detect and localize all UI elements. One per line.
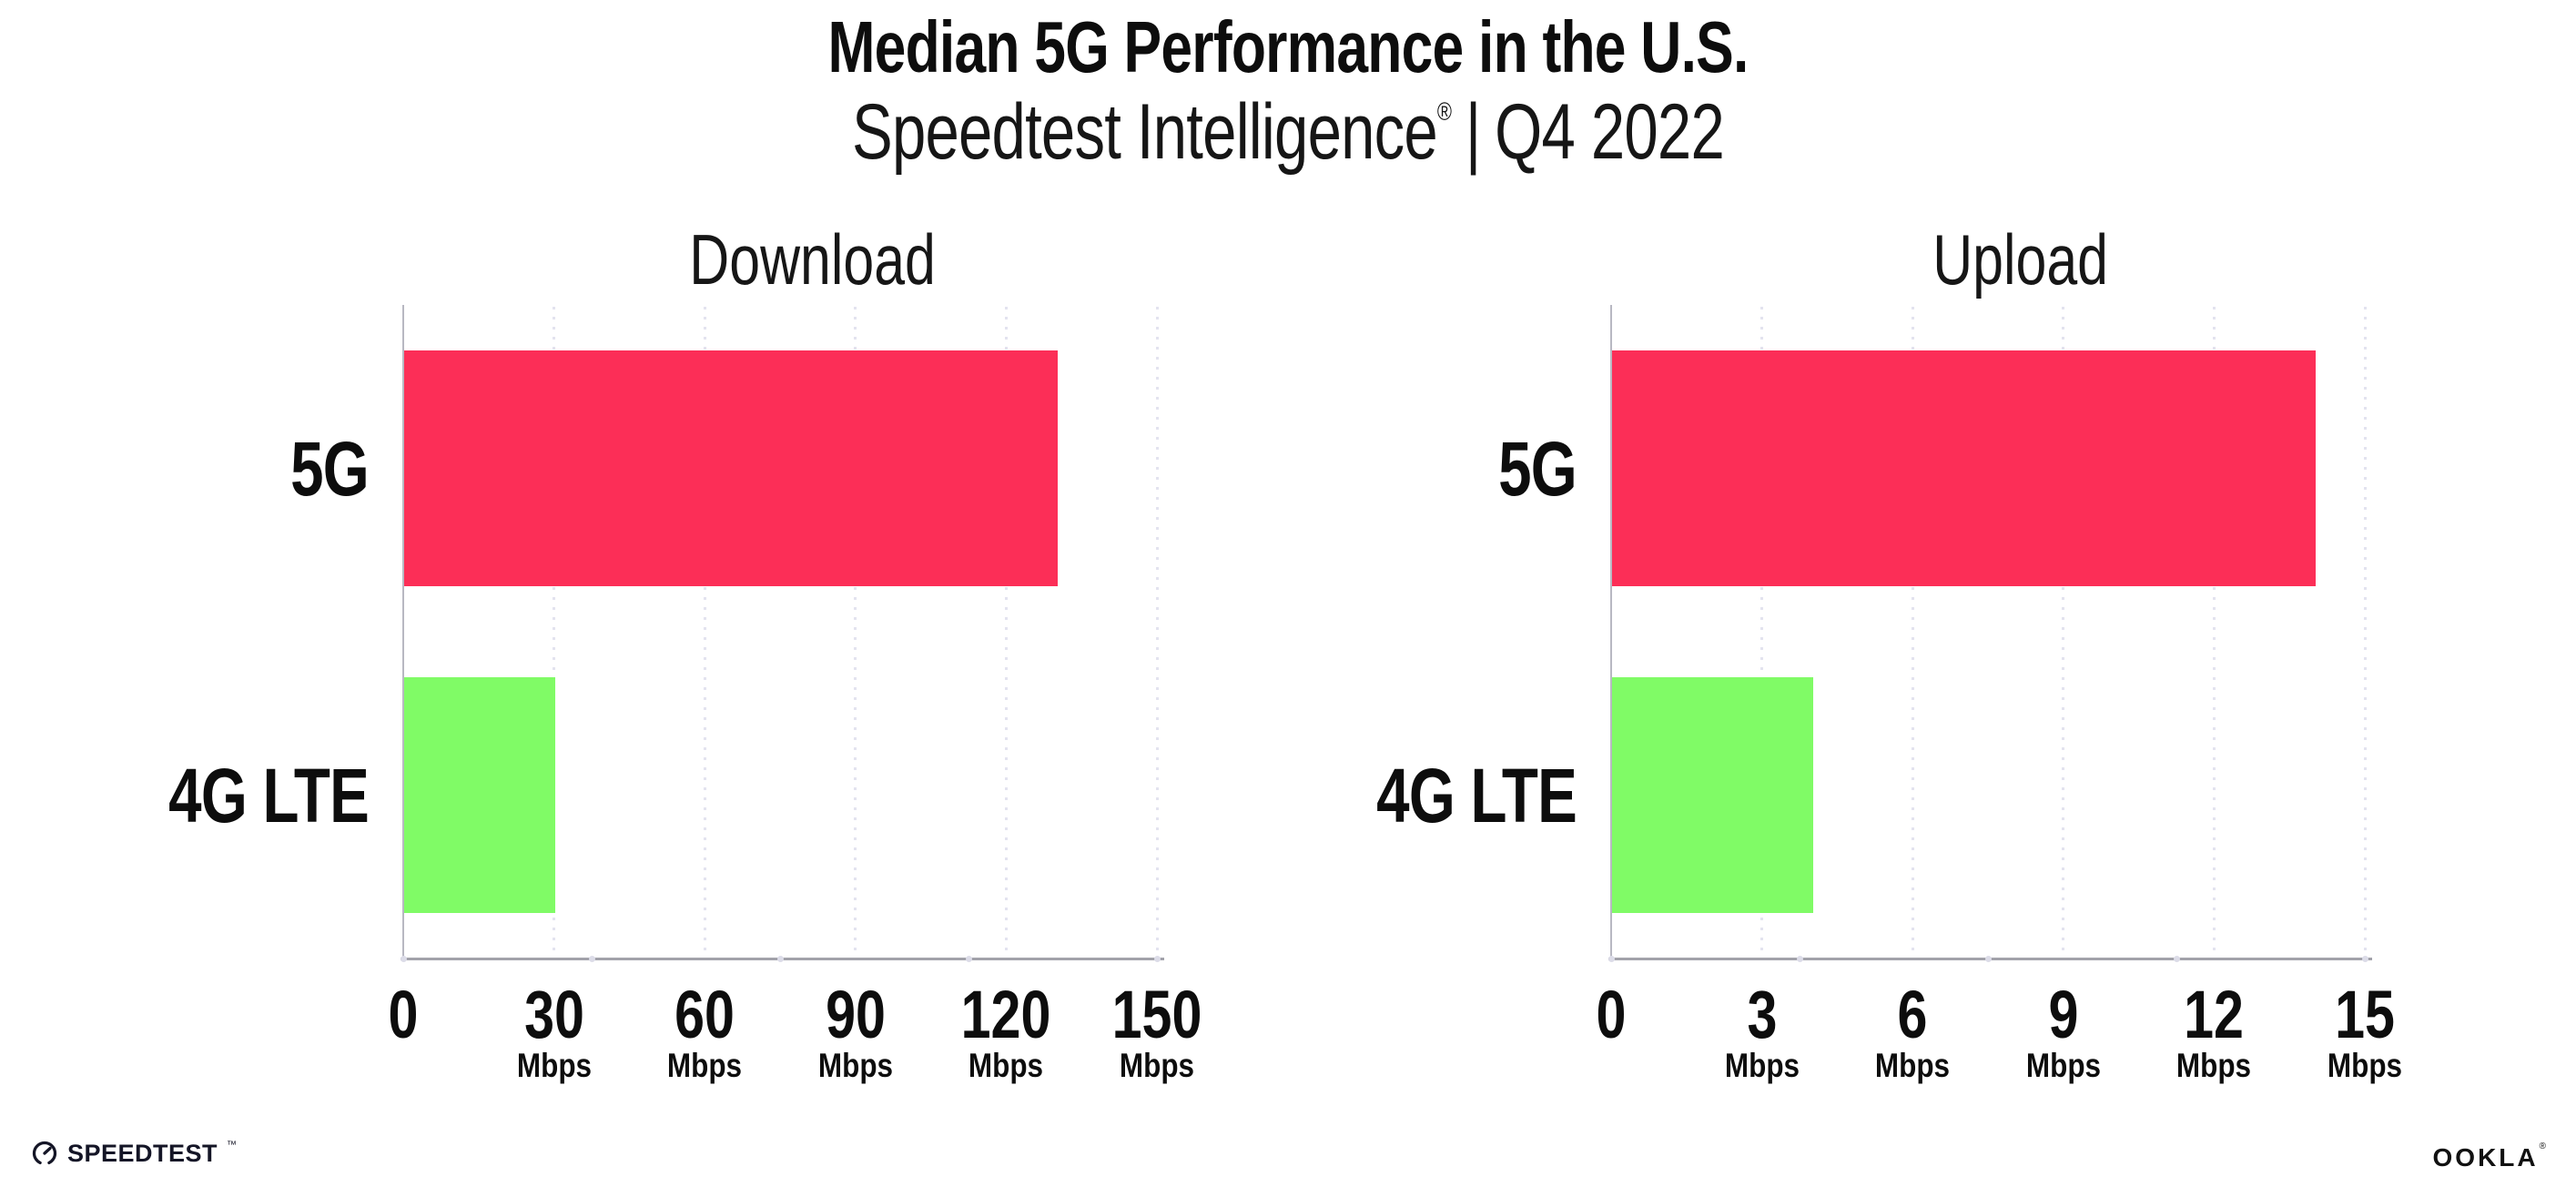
gridline bbox=[553, 307, 556, 959]
category-label-5g: 5G bbox=[1498, 425, 1577, 512]
download-plot bbox=[400, 305, 1164, 962]
speedtest-wordmark: SPEEDTEST bbox=[67, 1139, 218, 1167]
axis-tick-dot bbox=[588, 956, 595, 962]
gridline bbox=[1760, 307, 1764, 959]
page-title: Median 5G Performance in the U.S. bbox=[827, 6, 1749, 87]
x-tick-unit: Mbps bbox=[1875, 1047, 1951, 1084]
x-tick-label: 30 bbox=[523, 977, 584, 1052]
gridline bbox=[1911, 307, 1914, 959]
x-tick-label: 12 bbox=[2184, 977, 2245, 1052]
speedtest-logo: SPEEDTEST ™ bbox=[31, 1140, 237, 1167]
category-label-4g-lte: 4G LTE bbox=[168, 752, 370, 838]
x-tick-label: 15 bbox=[2335, 977, 2395, 1052]
x-tick-unit: Mbps bbox=[516, 1047, 592, 1084]
upload-plot bbox=[1607, 305, 2372, 962]
y-axis-line bbox=[1610, 305, 1612, 959]
x-tick-unit: Mbps bbox=[817, 1047, 893, 1084]
x-tick-label: 60 bbox=[674, 977, 735, 1052]
x-tick-label: 120 bbox=[961, 977, 1051, 1052]
bar-5g bbox=[404, 350, 1058, 586]
category-label-4g-lte: 4G LTE bbox=[1376, 752, 1577, 838]
registered-mark: ® bbox=[1436, 97, 1452, 126]
x-tick-unit: Mbps bbox=[2025, 1047, 2101, 1084]
axis-tick-dot bbox=[1607, 956, 1615, 962]
gridline bbox=[2363, 307, 2367, 959]
gridline bbox=[2212, 307, 2216, 959]
gridline bbox=[703, 307, 706, 959]
chart-title-download: Download bbox=[689, 219, 936, 299]
category-label-5g: 5G bbox=[290, 425, 370, 512]
x-tick-unit: Mbps bbox=[969, 1047, 1044, 1084]
bar-4g-lte bbox=[404, 677, 555, 913]
x-tick-label: 0 bbox=[388, 977, 419, 1052]
speedometer-icon bbox=[32, 1141, 57, 1166]
subtitle-period: Q4 2022 bbox=[1495, 88, 1725, 176]
axis-tick-dot bbox=[400, 956, 407, 962]
axis-tick-dot bbox=[2173, 956, 2180, 962]
x-tick-unit: Mbps bbox=[1119, 1047, 1195, 1084]
x-tick-label: 90 bbox=[825, 977, 886, 1052]
x-tick-label: 150 bbox=[1111, 977, 1202, 1052]
gridline bbox=[854, 307, 857, 959]
axis-tick-dot bbox=[1796, 956, 1803, 962]
axis-tick-dot bbox=[965, 956, 972, 962]
chart-title-upload: Upload bbox=[1932, 219, 2109, 299]
subtitle-brand: Speedtest Intelligence bbox=[851, 88, 1438, 176]
bar-4g-lte bbox=[1612, 677, 1813, 913]
subtitle-separator: | bbox=[1465, 88, 1481, 176]
registered-mark-small: ® bbox=[2539, 1141, 2546, 1151]
axis-tick-dot bbox=[776, 956, 784, 962]
gridline bbox=[1155, 307, 1159, 959]
x-tick-unit: Mbps bbox=[1724, 1047, 1800, 1084]
ookla-logo: OOKLA ® bbox=[2432, 1141, 2546, 1172]
y-axis-line bbox=[402, 305, 404, 959]
x-tick-label: 0 bbox=[1596, 977, 1627, 1052]
page-subtitle: Speedtest Intelligence® | Q4 2022 bbox=[283, 89, 2292, 176]
bar-5g bbox=[1612, 350, 2316, 586]
x-tick-unit: Mbps bbox=[2176, 1047, 2252, 1084]
axis-tick-dot bbox=[2361, 956, 2368, 962]
x-tick-label: 9 bbox=[2048, 977, 2079, 1052]
x-tick-label: 6 bbox=[1897, 977, 1928, 1052]
gridline bbox=[1004, 307, 1008, 959]
x-tick-label: 3 bbox=[1747, 977, 1778, 1052]
axis-tick-dot bbox=[1984, 956, 1992, 962]
x-tick-unit: Mbps bbox=[2327, 1047, 2403, 1084]
ookla-wordmark: OOKLA bbox=[2432, 1143, 2539, 1172]
x-tick-unit: Mbps bbox=[667, 1047, 743, 1084]
gridline bbox=[2062, 307, 2065, 959]
axis-tick-dot bbox=[1153, 956, 1161, 962]
trademark-symbol: ™ bbox=[227, 1140, 238, 1151]
